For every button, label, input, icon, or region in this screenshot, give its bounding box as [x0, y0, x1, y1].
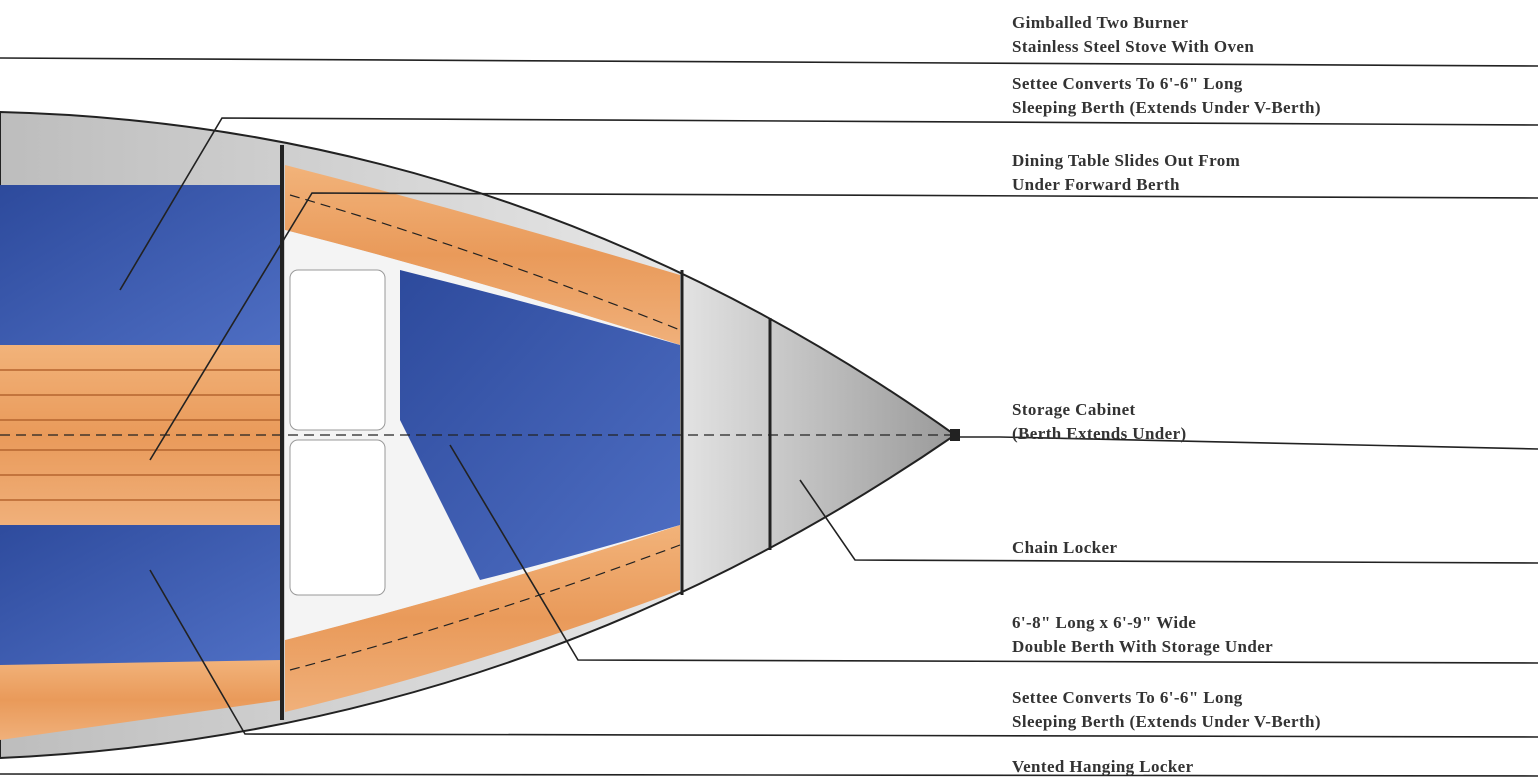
callout-label: Vented Hanging Locker	[1012, 757, 1194, 776]
callout-label: Under Forward Berth	[1012, 175, 1180, 194]
callout-label: 6'-8" Long x 6'-9" Wide	[1012, 613, 1196, 632]
callout-label: Double Berth With Storage Under	[1012, 637, 1273, 656]
leader-line	[800, 480, 1538, 563]
leader-line	[0, 58, 1538, 66]
callout-label: Settee Converts To 6'-6" Long	[1012, 74, 1243, 93]
callout-label: Sleeping Berth (Extends Under V-Berth)	[1012, 712, 1321, 731]
leader-line	[0, 774, 1538, 776]
callout-label: Settee Converts To 6'-6" Long	[1012, 688, 1243, 707]
callout-label: Sleeping Berth (Extends Under V-Berth)	[1012, 98, 1321, 117]
callout-label: (Berth Extends Under)	[1012, 424, 1187, 443]
page: Gimballed Two Burner Stainless Steel Stov…	[0, 0, 1538, 778]
callout-label: Stainless Steel Stove With Oven	[1012, 37, 1254, 56]
callout-label: Storage Cabinet	[1012, 400, 1136, 419]
callout-label: Chain Locker	[1012, 538, 1117, 557]
callout-label: Dining Table Slides Out From	[1012, 151, 1240, 170]
callout-label: Gimballed Two Burner	[1012, 13, 1188, 32]
